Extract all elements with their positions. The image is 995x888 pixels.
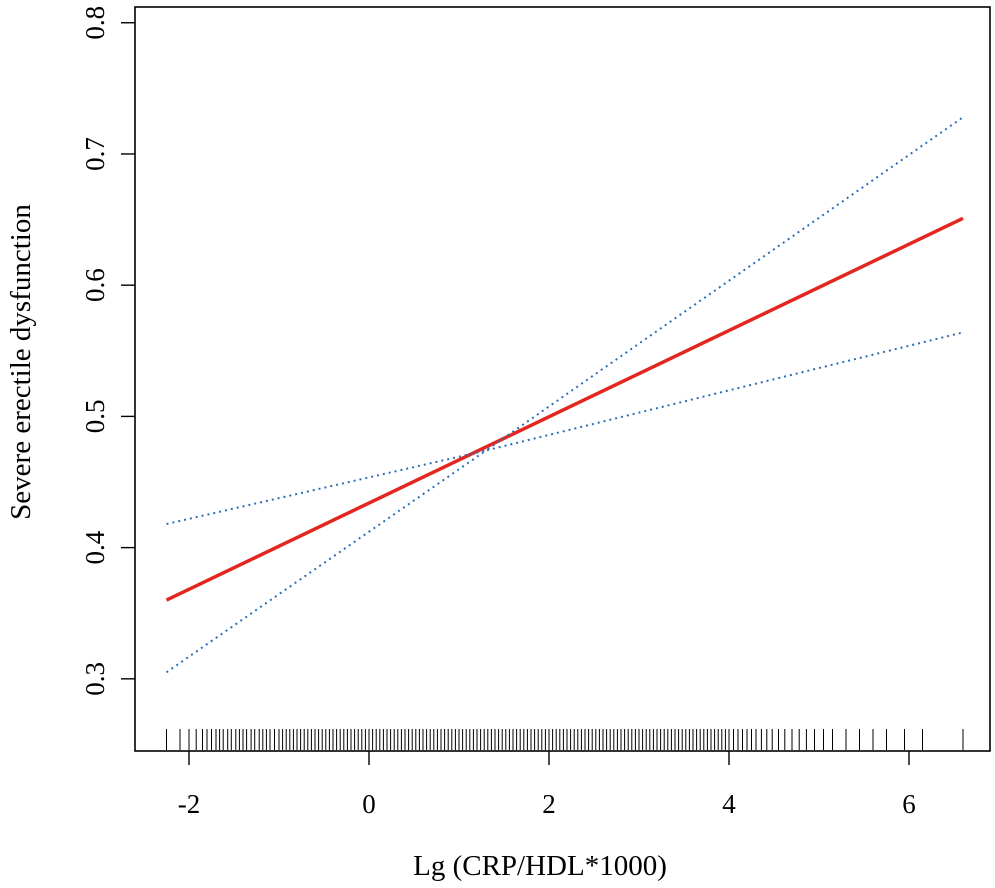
rug-plot [166, 729, 964, 750]
x-tick-label: 4 [722, 789, 736, 819]
x-axis: -2 0 2 4 6 [178, 751, 916, 819]
y-tick-label: 0.5 [80, 400, 110, 434]
y-tick-label: 0.8 [80, 6, 110, 40]
x-tick-label: 2 [542, 789, 556, 819]
y-tick-label: 0.4 [80, 530, 110, 564]
estimate-line [165, 216, 964, 602]
upper-ci-line [166, 116, 964, 525]
y-tick-label: 0.7 [80, 137, 110, 171]
y-axis: 0.3 0.4 0.5 0.6 0.7 0.8 [80, 6, 135, 696]
x-tick-label: -2 [178, 789, 201, 819]
y-tick-label: 0.6 [80, 268, 110, 302]
y-tick-label: 0.3 [80, 662, 110, 696]
series-layer [165, 116, 964, 674]
plot-frame [134, 6, 991, 752]
x-tick-label: 0 [362, 789, 376, 819]
x-tick-label: 6 [902, 789, 916, 819]
lower-ci-line [165, 331, 964, 674]
y-axis-title: Severe erectile dysfunction [5, 204, 37, 520]
x-axis-title: Lg (CRP/HDL*1000) [413, 850, 667, 882]
